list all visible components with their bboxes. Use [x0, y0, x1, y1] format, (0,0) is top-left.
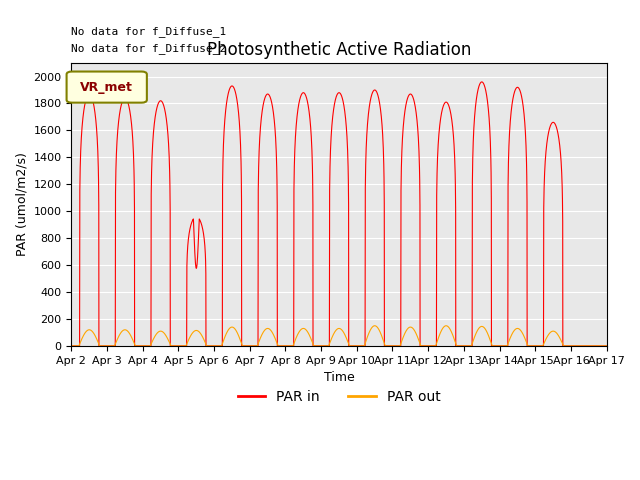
FancyBboxPatch shape [67, 72, 147, 103]
PAR out [603, 343, 611, 349]
PAR in [478, 79, 486, 85]
PAR out [319, 343, 326, 349]
Text: VR_met: VR_met [80, 81, 132, 94]
PAR in [603, 343, 611, 349]
PAR out [164, 336, 172, 341]
Line: PAR in: PAR in [72, 82, 607, 346]
PAR out [490, 343, 497, 349]
PAR out [602, 343, 610, 349]
PAR in [602, 343, 610, 349]
PAR in [68, 343, 76, 349]
PAR out [429, 343, 437, 349]
PAR out [68, 343, 76, 349]
Line: PAR out: PAR out [72, 326, 607, 346]
PAR out [371, 323, 379, 329]
PAR out [459, 343, 467, 349]
Title: Photosynthetic Active Radiation: Photosynthetic Active Radiation [207, 41, 471, 59]
Y-axis label: PAR (umol/m2/s): PAR (umol/m2/s) [15, 153, 28, 256]
PAR in [490, 343, 497, 349]
X-axis label: Time: Time [324, 371, 355, 384]
Text: No data for f_Diffuse_1: No data for f_Diffuse_1 [72, 26, 227, 37]
Legend: PAR in, PAR out: PAR in, PAR out [232, 384, 446, 410]
PAR in [164, 127, 172, 133]
PAR in [459, 343, 467, 349]
PAR in [319, 343, 326, 349]
Text: No data for f_Diffuse_2: No data for f_Diffuse_2 [72, 43, 227, 54]
PAR in [429, 343, 437, 349]
